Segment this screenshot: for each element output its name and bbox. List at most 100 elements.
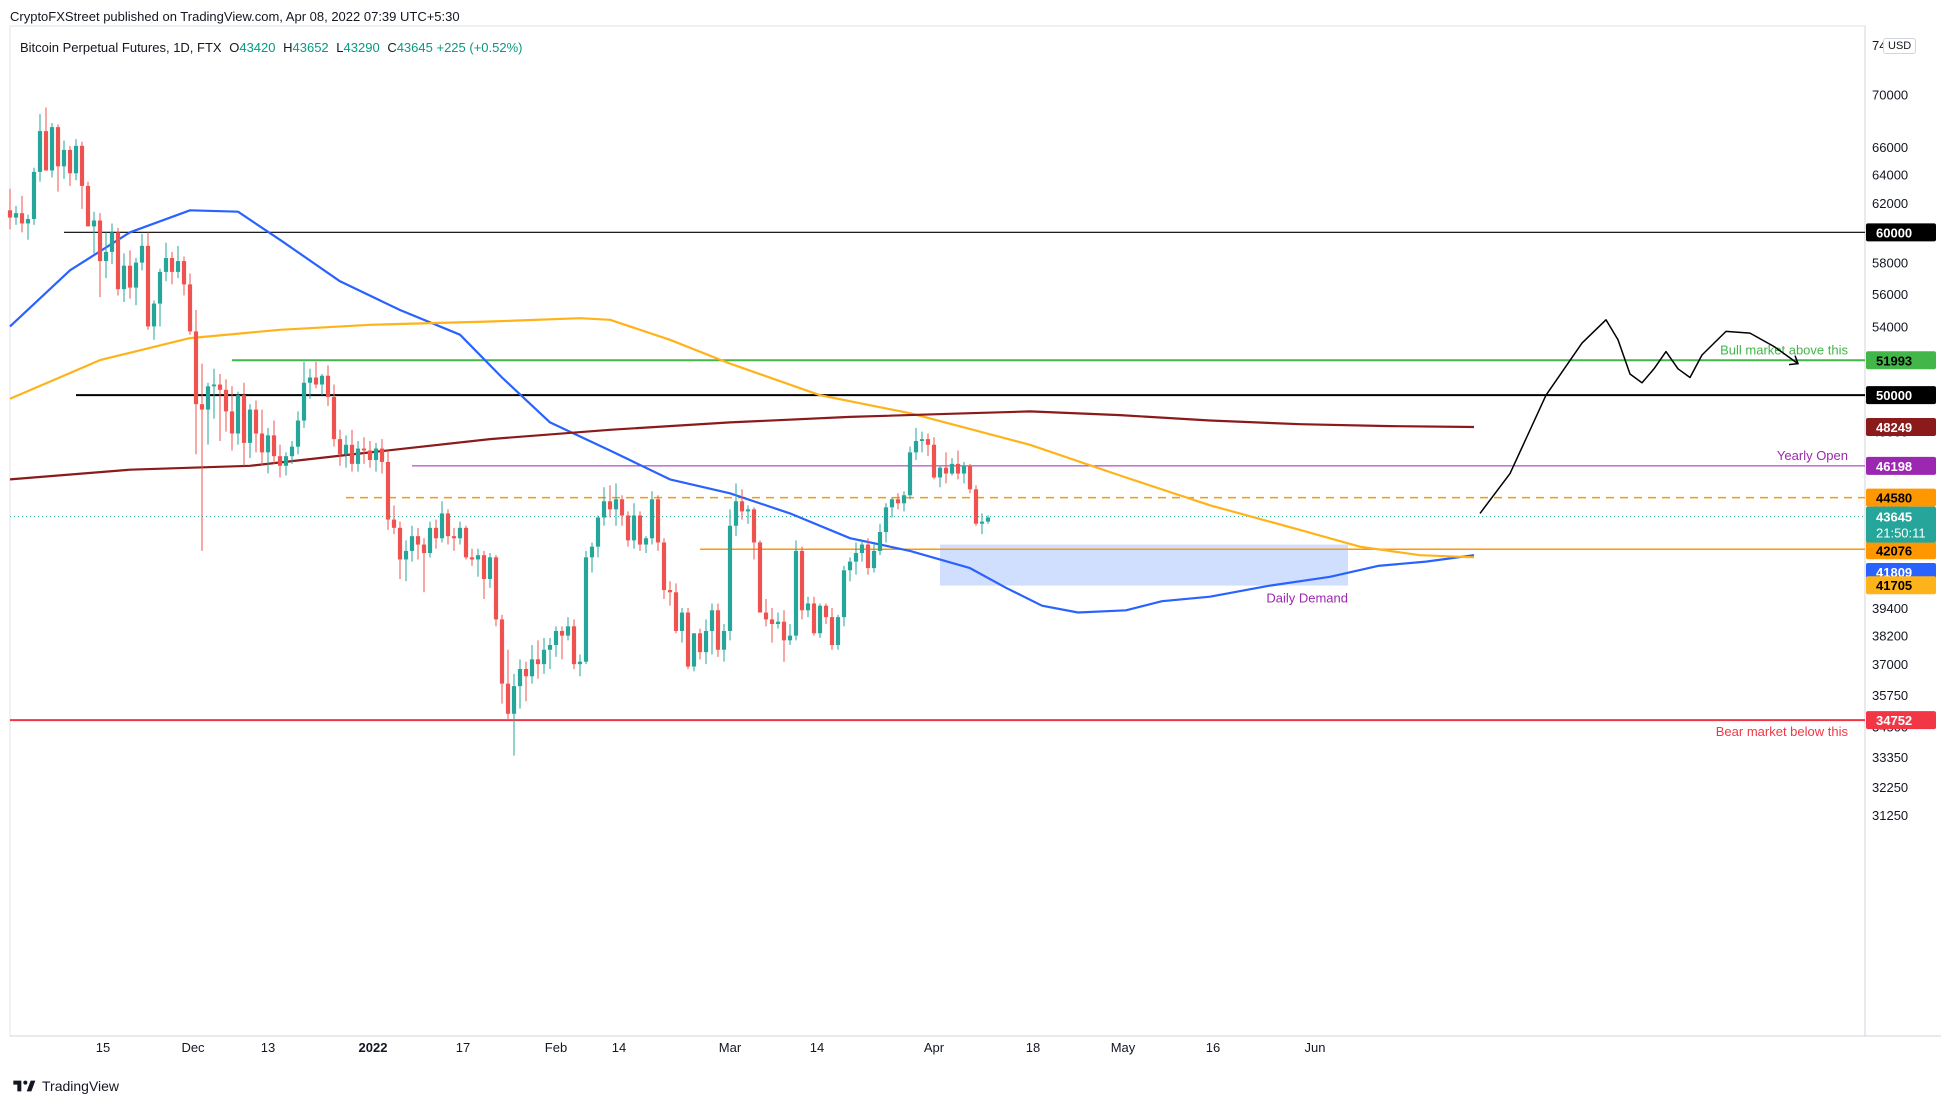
candle-body — [127, 265, 133, 288]
candle — [769, 607, 775, 643]
candle-body — [187, 284, 193, 332]
candle — [235, 391, 241, 445]
candle-body — [421, 544, 427, 554]
candle-body — [631, 515, 637, 541]
candle-body — [565, 626, 571, 636]
candle-body — [649, 499, 655, 539]
candle-body — [217, 384, 223, 390]
candle-body — [301, 382, 307, 421]
candle-body — [595, 517, 601, 547]
y-tick-label: 38200 — [1872, 629, 1908, 644]
candle — [775, 612, 781, 629]
candle — [835, 614, 841, 650]
candle — [421, 538, 427, 593]
candle-body — [859, 544, 865, 554]
candle — [307, 368, 313, 399]
candle-body — [469, 557, 475, 560]
price-badge-bg — [1866, 351, 1936, 370]
candle-body — [151, 303, 157, 327]
candle-body — [535, 659, 541, 665]
y-tick-label: 37000 — [1872, 657, 1908, 672]
candle — [499, 614, 505, 704]
level-note-bear: Bear market below this — [1716, 724, 1849, 739]
price-badge-text: 41705 — [1876, 578, 1912, 593]
candle — [763, 598, 769, 627]
candle-body — [457, 527, 463, 539]
ma-line-ma200 — [9, 410, 1475, 481]
candle-body — [487, 557, 493, 580]
candle-body — [589, 546, 595, 558]
candle-body — [31, 171, 37, 220]
candle — [427, 521, 433, 558]
candle-body — [745, 509, 751, 512]
candle-body — [709, 610, 715, 631]
candle-body — [577, 661, 583, 665]
candle-body — [229, 411, 235, 434]
candle — [901, 491, 907, 512]
candle — [619, 495, 625, 526]
candle — [157, 268, 163, 327]
candle-body — [943, 467, 949, 474]
candle-body — [169, 258, 175, 272]
candle — [355, 440, 361, 472]
candle-body — [391, 519, 397, 528]
candle-body — [511, 686, 517, 714]
change-value: +225 (+0.52%) — [436, 40, 523, 55]
candle — [349, 429, 355, 472]
price-badge-text: 43645 — [1876, 510, 1912, 525]
candle — [601, 487, 607, 526]
candle — [865, 538, 871, 575]
candle-body — [811, 603, 817, 634]
candle-body — [415, 536, 421, 545]
ma-line-ma50 — [9, 209, 1475, 614]
candle — [637, 511, 643, 551]
currency-label[interactable]: USD — [1883, 38, 1917, 54]
x-tick-label: 18 — [1026, 1040, 1040, 1055]
candle — [811, 596, 817, 636]
candle — [91, 211, 97, 254]
ma-line-ma100 — [9, 317, 1475, 559]
projection-path — [1479, 319, 1799, 514]
candle — [475, 548, 481, 577]
x-tick-label: Dec — [181, 1040, 205, 1055]
candle-body — [973, 489, 979, 524]
candle — [451, 527, 457, 551]
candle-body — [427, 527, 433, 554]
candle — [145, 232, 151, 330]
candle-body — [739, 501, 745, 512]
candle — [181, 256, 187, 296]
candle — [559, 626, 565, 660]
candle — [799, 546, 805, 620]
candle — [703, 619, 709, 665]
candle — [439, 501, 445, 543]
candle-body — [205, 386, 211, 410]
candle-body — [817, 605, 823, 634]
candle — [379, 439, 385, 474]
candle — [331, 384, 337, 447]
candle — [739, 489, 745, 520]
candle — [859, 540, 865, 562]
candle-body — [97, 220, 103, 262]
candle — [127, 250, 133, 299]
candle — [985, 515, 991, 524]
candle — [937, 465, 943, 488]
candle-body — [115, 232, 121, 290]
candle — [283, 452, 289, 476]
candle-body — [751, 509, 757, 543]
price-badge-text: 44580 — [1876, 491, 1912, 506]
candle — [325, 365, 331, 406]
candle — [877, 523, 883, 556]
candle — [61, 140, 67, 179]
candle-body — [163, 258, 169, 272]
candle-body — [409, 536, 415, 551]
candle — [907, 446, 913, 500]
candle — [913, 427, 919, 461]
candle-body — [337, 439, 343, 455]
candle-body — [799, 550, 805, 611]
candle-body — [637, 515, 643, 545]
candle-body — [79, 145, 85, 186]
candle — [49, 123, 55, 178]
candle-body — [679, 612, 685, 631]
